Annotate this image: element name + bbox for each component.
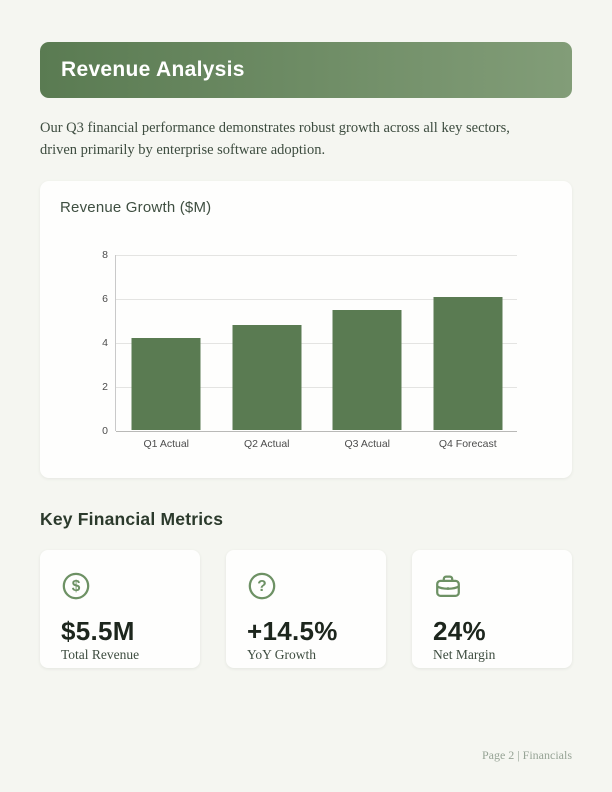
metric-value: +14.5% [247,616,338,646]
svg-text:?: ? [257,578,266,595]
bar-q1-actual [131,338,201,430]
gridline-y4 [116,343,517,344]
metric-value: 24% [433,616,486,646]
svg-text:$: $ [72,578,81,595]
metrics-section-heading: Key Financial Metrics [40,509,224,529]
revenue-chart-card: Revenue Growth ($M) 0 2 4 6 8 Q1 Actual Q2 Act… [40,181,572,478]
y-axis-tick-label: 2 [102,381,108,393]
chart-title: Revenue Growth ($M) [60,199,212,216]
metric-card-yoy-growth: ? +14.5% YoY Growth [226,550,386,668]
bar-q2-actual [232,325,302,430]
y-axis-tick-label: 0 [102,425,108,437]
metric-card-total-revenue: $ $5.5M Total Revenue [40,550,200,668]
gridline-y2 [116,387,517,388]
briefcase-icon [436,575,460,597]
metric-label: YoY Growth [247,647,317,662]
y-axis-tick-label: 4 [102,337,108,349]
gridline-y8 [116,255,517,256]
page-footer: Page 2 | Financials [481,748,572,762]
metric-value: $5.5M [61,616,135,646]
metric-card-net-margin: 24% Net Margin [412,550,572,668]
intro-paragraph: Our Q3 financial performance demonstrate… [40,120,510,158]
gridline-y0 [116,431,517,432]
x-axis-tick-label: Q3 Actual [344,438,391,450]
y-axis-tick-label: 6 [102,293,108,305]
question-circle-icon: ? [248,572,276,600]
metric-label: Total Revenue [61,647,140,662]
bar-q3-actual [332,310,402,430]
bar-q4-forecast [433,297,503,430]
bar-chart-plot-area: 0 2 4 6 8 Q1 Actual Q2 Actual Q3 Actual Q4 Forec… [102,249,517,450]
section-title-banner: Revenue Analysis [40,42,572,98]
x-axis-tick-label: Q2 Actual [243,438,290,450]
x-axis-tick-label: Q1 Actual [143,438,190,450]
page-title: Revenue Analysis [61,58,245,81]
metric-label: Net Margin [433,647,496,662]
x-axis-tick-label: Q4 Forecast [438,438,497,450]
gridline-y6 [116,299,517,300]
y-axis-tick-label: 8 [102,249,108,261]
dollar-circle-icon: $ [62,572,90,600]
